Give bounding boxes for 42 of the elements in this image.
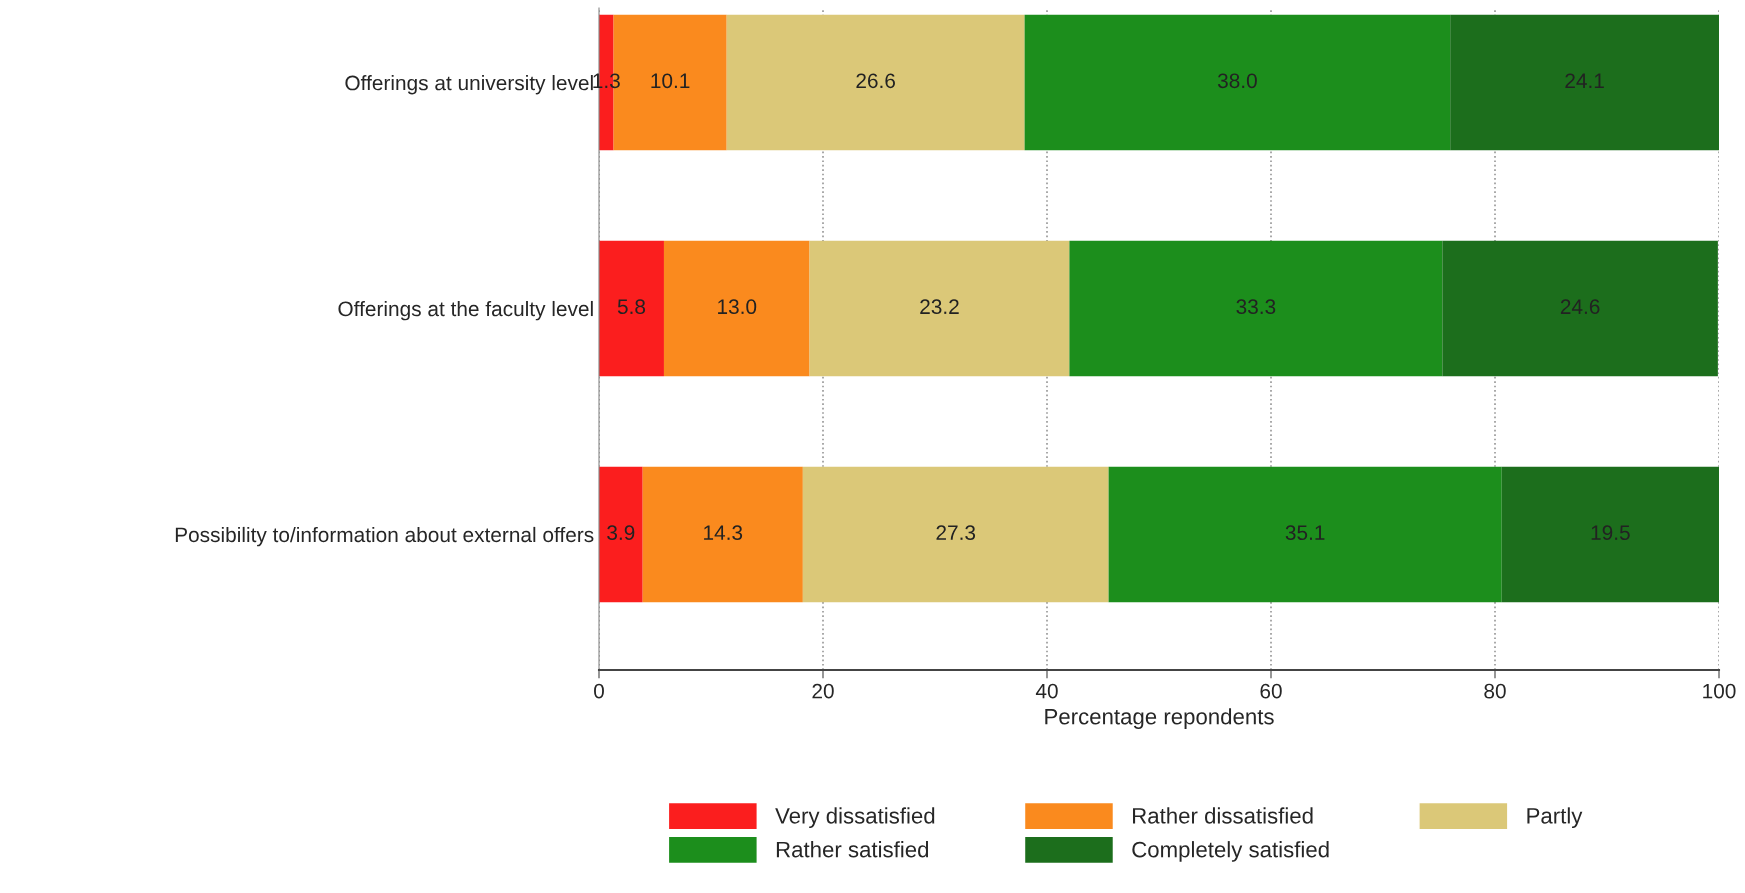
bar	[663, 240, 810, 377]
legend-label: Rather satisfied	[776, 841, 929, 858]
y-tick-label: Offerings at university level	[345, 75, 593, 95]
data-label: 26.6	[856, 73, 895, 89]
bar	[642, 466, 803, 603]
bar	[599, 466, 643, 603]
bar	[1108, 466, 1502, 603]
x-tick-label: 0	[594, 683, 604, 699]
legend-label: Partly	[1527, 807, 1583, 829]
x-tick-label: 20	[812, 683, 834, 699]
data-label: 14.3	[704, 525, 743, 541]
bar	[599, 240, 664, 377]
bar	[1501, 466, 1719, 603]
data-label: 24.6	[1560, 299, 1600, 315]
bar	[1450, 14, 1719, 151]
legend-label: Very dissatisfied	[775, 807, 935, 829]
legend-label: Rather dissatisfied	[1133, 807, 1313, 824]
bar	[1069, 240, 1443, 377]
legend-label: Completely satisfied	[1132, 841, 1329, 862]
x-tick-label: 60	[1260, 683, 1282, 699]
data-label: 24.1	[1565, 73, 1604, 88]
data-label: 3.9	[607, 525, 635, 541]
data-label: 27.3	[936, 525, 976, 541]
data-label: 38.0	[1217, 73, 1257, 89]
data-label: 10.1	[651, 73, 690, 89]
data-label: 5.8	[617, 299, 646, 315]
data-label: 33.3	[1236, 299, 1276, 315]
data-label: 19.5	[1591, 525, 1630, 541]
data-label: 23.2	[920, 299, 959, 315]
y-tick-label: Possibility to/information about external offers	[175, 526, 594, 547]
bar	[809, 240, 1070, 377]
data-label: 35.1	[1285, 525, 1325, 541]
x-tick-label: 40	[1035, 683, 1058, 699]
bar	[802, 466, 1109, 603]
x-tick-label: 80	[1484, 683, 1506, 699]
x-tick-label: 100	[1703, 683, 1736, 699]
bar	[726, 14, 1025, 151]
y-tick-label: Offerings at the faculty level	[338, 300, 593, 321]
bar	[1442, 240, 1718, 377]
data-label: 13.0	[718, 299, 757, 315]
bar	[1024, 14, 1451, 151]
x-axis-title: Percentage repondents	[1045, 708, 1274, 729]
